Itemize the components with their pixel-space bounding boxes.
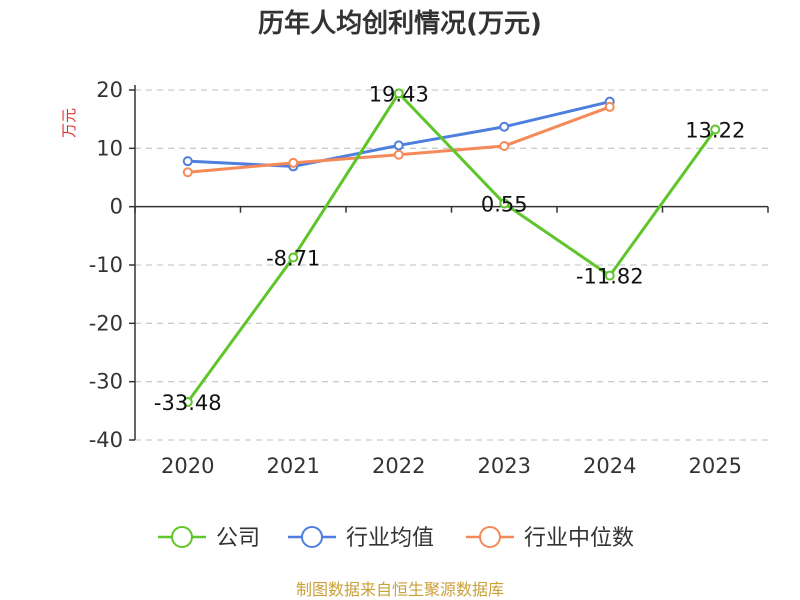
y-tick-label: -40 [89, 428, 123, 452]
x-tick-label: 2020 [161, 454, 214, 478]
data-labels: -33.48 -8.71 19.43 0.55 -11.82 13.22 [154, 82, 745, 415]
data-label: -11.82 [576, 265, 644, 289]
data-label: -8.71 [266, 246, 320, 270]
data-label: 0.55 [481, 192, 528, 216]
legend-label: 公司 [216, 526, 260, 551]
x-tick-label: 2023 [478, 454, 531, 478]
series-point[interactable] [182, 167, 193, 178]
legend-marker [479, 526, 501, 548]
series-point[interactable] [393, 140, 404, 151]
legend-item[interactable]: 公司 [158, 526, 260, 551]
series-point[interactable] [499, 121, 510, 132]
series [182, 88, 721, 407]
series-point[interactable] [288, 157, 299, 168]
grid-lines [135, 89, 768, 441]
series-point[interactable] [182, 396, 193, 407]
axes: 20 10 0 -10 -20 -30 -40 2020 2021 2022 2023 2024 202… [89, 78, 769, 478]
y-tick-label: -30 [89, 370, 123, 394]
series-point[interactable] [710, 124, 721, 135]
series-point[interactable] [182, 156, 193, 167]
y-tick-label: -10 [89, 253, 123, 277]
legend-label: 行业中位数 [524, 526, 634, 551]
series-point[interactable] [604, 101, 615, 112]
y-axis-label: 万元 [60, 108, 78, 138]
data-label: 19.43 [369, 82, 429, 106]
data-label: -33.48 [154, 391, 222, 415]
x-tick-label: 2021 [267, 454, 320, 478]
source-note: 制图数据来自恒生聚源数据库 [296, 580, 504, 599]
y-tick-label: 0 [110, 195, 123, 219]
series-point[interactable] [393, 88, 404, 99]
series-point[interactable] [499, 198, 510, 209]
legend[interactable]: 公司 行业均值 行业中位数 [158, 526, 634, 551]
legend-label: 行业均值 [346, 526, 434, 551]
y-tick-label: 10 [96, 136, 123, 160]
series-point[interactable] [393, 149, 404, 160]
series-point[interactable] [499, 141, 510, 151]
x-tick-label: 2024 [583, 454, 636, 478]
x-tick-label: 2022 [372, 454, 425, 478]
legend-item[interactable]: 行业中位数 [466, 526, 634, 551]
series-line [186, 91, 717, 403]
legend-item[interactable]: 行业均值 [288, 526, 434, 551]
series-point[interactable] [604, 270, 615, 281]
data-label: 13.22 [685, 119, 745, 143]
legend-marker [301, 526, 323, 548]
y-tick-label: -20 [89, 311, 123, 335]
x-tick-label: 2025 [689, 454, 742, 478]
y-tick-label: 20 [96, 78, 123, 102]
legend-marker [171, 526, 193, 548]
chart-title: 历年人均创利情况(万元) [258, 8, 542, 39]
series-point[interactable] [288, 252, 299, 263]
